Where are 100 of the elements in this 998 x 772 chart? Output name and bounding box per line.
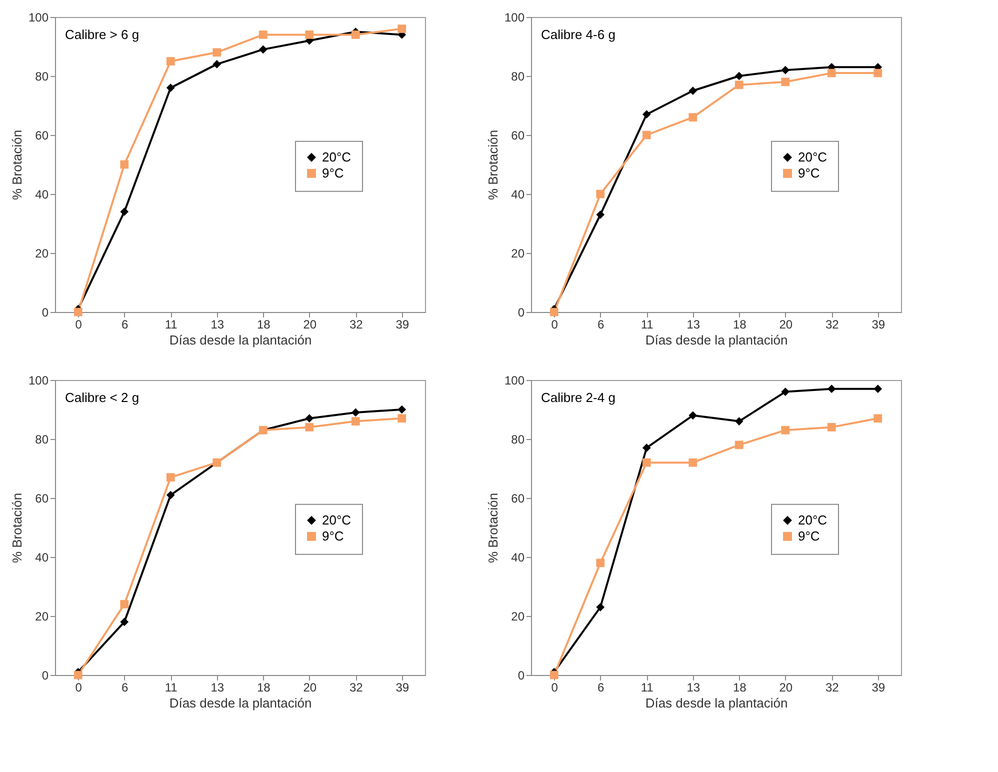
point [305,423,314,432]
point [74,670,82,680]
annotation: Calibre > 6 g [65,27,140,42]
point [550,308,558,316]
point [596,190,605,198]
x-tick-label: 11 [640,318,654,332]
point [781,426,790,434]
x-tick-label: 32 [349,680,364,694]
x-tick-label: 20 [303,680,317,694]
x-tick-label: 6 [598,318,605,332]
point [351,408,360,417]
x-axis-title: Días desde la plantación [645,332,788,348]
point [398,405,406,414]
point [874,414,882,423]
x-tick-label: 13 [686,680,700,694]
x-tick-label: 18 [732,680,747,694]
y-tick-label: 0 [518,306,525,320]
point [166,490,175,500]
point [120,160,129,169]
y-tick-label: 20 [35,246,49,260]
y-tick-label: 40 [35,188,49,202]
x-axis-title: Días desde la plantación [169,332,312,348]
legend-label: 9°C [798,165,820,180]
legend-label: 9°C [798,528,820,544]
point [120,618,129,626]
annotation: Calibre 4-6 g [541,27,616,42]
y-tick-label: 0 [518,668,525,682]
x-tick-label: 11 [164,680,178,694]
x-tick-label: 11 [640,680,654,694]
legend-label: 9°C [322,165,344,180]
point [596,602,605,612]
y-tick-label: 40 [35,550,49,564]
x-tick-label: 11 [164,318,178,332]
point [781,388,790,396]
x-tick-label: 0 [551,318,558,332]
point [642,130,651,140]
x-tick-label: 39 [872,318,886,332]
legend-label: 20°C [798,149,828,164]
point [305,30,314,39]
y-tick-label: 60 [511,128,525,142]
y-axis-title: % Brotación [485,492,500,564]
x-tick-label: 32 [825,680,840,694]
x-tick-label: 20 [779,318,793,332]
y-tick-label: 40 [511,550,525,564]
x-tick-label: 39 [872,680,886,694]
x-axis-title: Días desde la plantación [645,696,788,710]
x-tick-label: 0 [75,318,82,332]
point [781,78,790,86]
y-axis-title: % Brotación [9,130,24,200]
x-tick-label: 18 [256,680,271,694]
y-tick-label: 40 [511,188,525,202]
x-tick-label: 20 [779,680,793,694]
legend-label: 20°C [322,512,352,528]
point [74,308,82,316]
point [688,458,698,467]
y-tick-label: 100 [504,374,525,388]
point [642,444,651,452]
x-tick-label: 0 [75,680,82,694]
y-tick-label: 20 [511,610,525,624]
annotation: Calibre < 2 g [65,390,140,405]
point [596,210,605,219]
x-tick-label: 6 [598,680,605,694]
point [398,414,406,423]
point [398,24,406,33]
y-tick-label: 0 [42,668,49,682]
y-axis-title: % Brotación [485,130,500,200]
y-tick-label: 60 [511,492,525,506]
point [734,80,744,90]
y-tick-label: 100 [504,10,525,24]
y-tick-label: 100 [28,374,49,388]
annotation: Calibre 2-4 g [541,390,616,405]
point [258,30,268,39]
x-tick-label: 13 [210,318,224,332]
point [351,30,360,39]
x-tick-label: 13 [210,680,224,694]
point [120,600,129,608]
point [874,384,882,394]
point [734,440,744,450]
legend-label: 20°C [798,512,828,528]
x-tick-label: 32 [349,318,364,332]
point [212,48,222,57]
legend-label: 9°C [322,528,344,544]
y-tick-label: 80 [511,432,525,446]
point [166,57,175,66]
point [305,414,314,423]
x-tick-label: 20 [303,318,317,332]
point [734,417,744,426]
point [166,473,175,482]
y-tick-label: 60 [35,128,49,142]
point [781,66,790,74]
point [351,417,360,426]
point [734,72,744,80]
point [596,558,605,568]
point [688,113,698,122]
y-tick-label: 100 [28,10,49,24]
y-tick-label: 80 [35,70,49,84]
point [120,208,129,216]
y-tick-label: 20 [511,246,525,260]
x-tick-label: 32 [825,318,840,332]
x-tick-label: 18 [256,318,271,332]
